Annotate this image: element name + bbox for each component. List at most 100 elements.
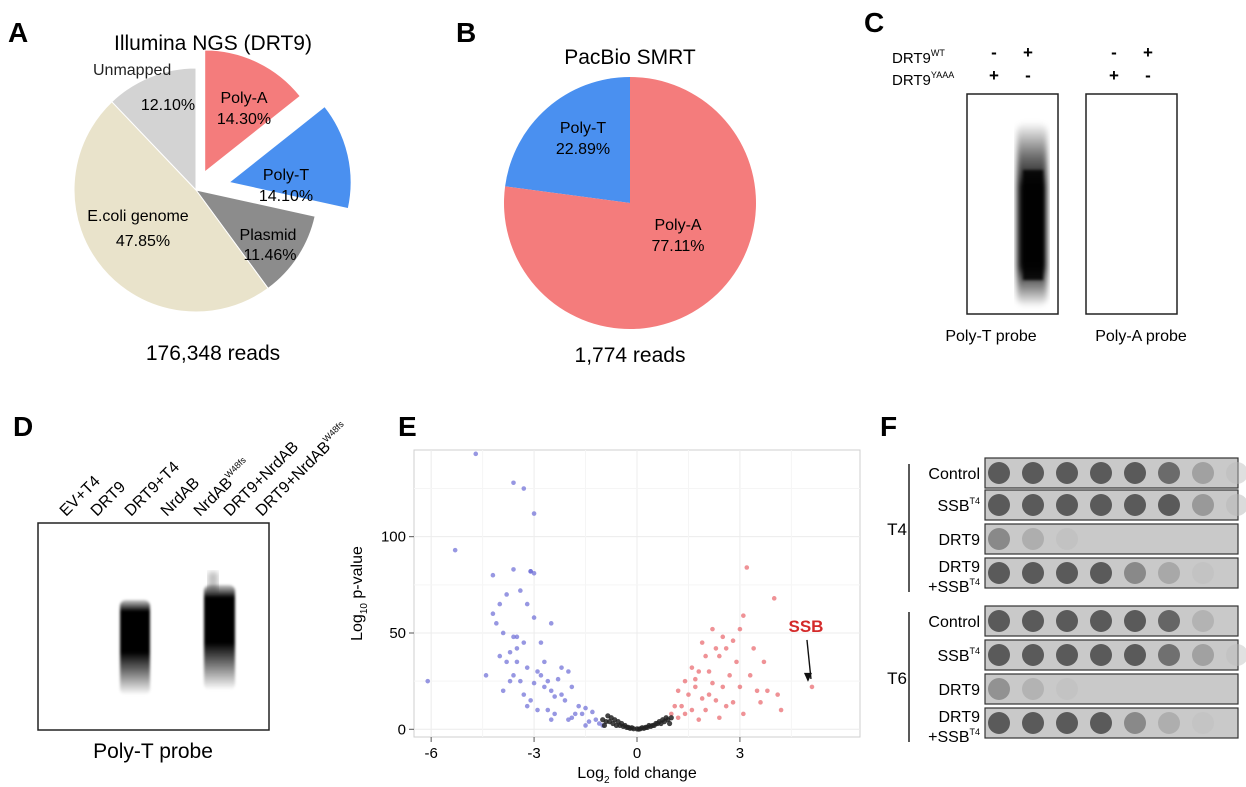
- plaque-spot: [1192, 610, 1214, 632]
- strain-label-line2: +SSBT4: [928, 727, 980, 746]
- plaque-spot: [1158, 494, 1180, 516]
- volcano-point: [689, 665, 695, 670]
- value-poly-t: 14.10%: [259, 188, 313, 205]
- volcano-point: [699, 640, 705, 645]
- panel-b-letter: B: [456, 17, 476, 48]
- volcano-point: [511, 480, 516, 486]
- value-ecoli: 47.85%: [116, 233, 170, 250]
- volcano-point: [706, 669, 712, 674]
- plaque-spot: [1226, 462, 1246, 484]
- volcano-point: [473, 451, 479, 457]
- volcano-point: [723, 646, 729, 651]
- plaque-spot: [1158, 644, 1180, 666]
- volcano-point: [528, 698, 533, 703]
- panel-a-caption: 176,348 reads: [146, 342, 280, 365]
- volcano-point: [559, 665, 564, 670]
- x-tick-label: 3: [736, 745, 744, 762]
- label-b-poly-a: Poly-A: [654, 217, 701, 234]
- plaque-spot: [1022, 644, 1044, 666]
- volcano-point: [601, 722, 608, 729]
- volcano-point: [531, 511, 537, 516]
- plaque-spot: [988, 610, 1010, 632]
- volcano-point: [548, 621, 554, 626]
- volcano-point: [531, 615, 537, 620]
- label-ecoli: E.coli genome: [87, 208, 188, 225]
- volcano-point: [514, 659, 520, 665]
- volcano-point: [689, 707, 695, 713]
- volcano-point: [730, 700, 736, 705]
- pie-a-slice-poly-t: [227, 105, 352, 210]
- strain-label: Control: [928, 614, 980, 631]
- plaque-spot: [1022, 528, 1044, 550]
- plaque-spot: [988, 462, 1010, 484]
- volcano-point: [741, 711, 746, 717]
- plaque-spot: [988, 644, 1010, 666]
- row2-sign-4: -: [1145, 66, 1151, 85]
- value-unmapped: 12.10%: [141, 97, 195, 114]
- volcano-point: [511, 567, 516, 572]
- volcano-point: [778, 707, 784, 713]
- volcano-point: [559, 692, 564, 697]
- plaque-spot: [988, 712, 1010, 734]
- plaque-spot: [1090, 712, 1112, 734]
- blot-poly-t: [966, 93, 1059, 315]
- volcano-point: [720, 634, 726, 640]
- x-tick-label: -6: [424, 745, 437, 762]
- plaque-spot: [1056, 712, 1078, 734]
- plaque-spot: [1158, 462, 1180, 484]
- plaque-spot: [1090, 494, 1112, 516]
- volcano-point: [703, 707, 708, 713]
- pie-a-slice-unmapped: [111, 67, 197, 192]
- volcano-point: [758, 700, 763, 705]
- volcano-point: [682, 711, 688, 717]
- panel-d-caption: Poly-T probe: [93, 740, 213, 763]
- plaque-spot: [1124, 462, 1146, 484]
- volcano-point: [710, 680, 715, 686]
- volcano-point: [548, 717, 554, 722]
- ssb-arrow-head: [803, 672, 812, 682]
- row2-sign-2: -: [1025, 66, 1031, 85]
- volcano-point: [524, 665, 530, 670]
- volcano-point: [504, 659, 509, 665]
- plaque-spot: [1192, 494, 1214, 516]
- volcano-point: [717, 653, 722, 659]
- volcano-point: [713, 646, 719, 651]
- row2-label: DRT9YAAA: [892, 70, 954, 89]
- plaque-spot: [1056, 678, 1078, 700]
- strain-label: Control: [928, 466, 980, 483]
- panel-d-letter: D: [13, 411, 33, 442]
- plaque-spot: [1124, 644, 1146, 666]
- volcano-point: [535, 669, 540, 674]
- volcano-point: [744, 565, 750, 570]
- row1-label: DRT9WT: [892, 48, 945, 67]
- volcano-point: [669, 711, 674, 717]
- plaque-spot: [1226, 494, 1246, 516]
- plaque-spot: [1158, 610, 1180, 632]
- volcano-point: [548, 688, 554, 694]
- volcano-point: [593, 717, 599, 722]
- plaque-spot: [1022, 712, 1044, 734]
- plaque-spot: [1022, 678, 1044, 700]
- volcano-point: [660, 717, 666, 723]
- plaque-spot: [1056, 462, 1078, 484]
- plaque-spot: [988, 494, 1010, 516]
- volcano-point: [545, 678, 551, 684]
- volcano-point: [528, 569, 533, 574]
- y-axis-label: Log10 p-value: [349, 546, 370, 641]
- plaque-spot: [1056, 528, 1078, 550]
- group-label-t4: T4: [887, 520, 907, 539]
- strain-label: DRT9: [939, 682, 981, 699]
- plaque-spot: [1056, 562, 1078, 584]
- label-unmapped: Unmapped: [93, 62, 171, 79]
- row1-sign-2: +: [1023, 43, 1033, 62]
- volcano-plot: -6 -3 0 3 0 50 100 Log2 fold change Log10 p-valu…: [349, 449, 861, 786]
- volcano-point: [583, 705, 588, 711]
- volcano-point: [511, 673, 516, 678]
- volcano-point: [569, 715, 575, 721]
- volcano-point: [497, 653, 503, 659]
- plaque-spot: [1124, 562, 1146, 584]
- volcano-point: [521, 486, 527, 491]
- plaque-spot: [1056, 644, 1078, 666]
- plaque-spot: [1192, 462, 1214, 484]
- row1-sign-3: -: [1111, 43, 1117, 62]
